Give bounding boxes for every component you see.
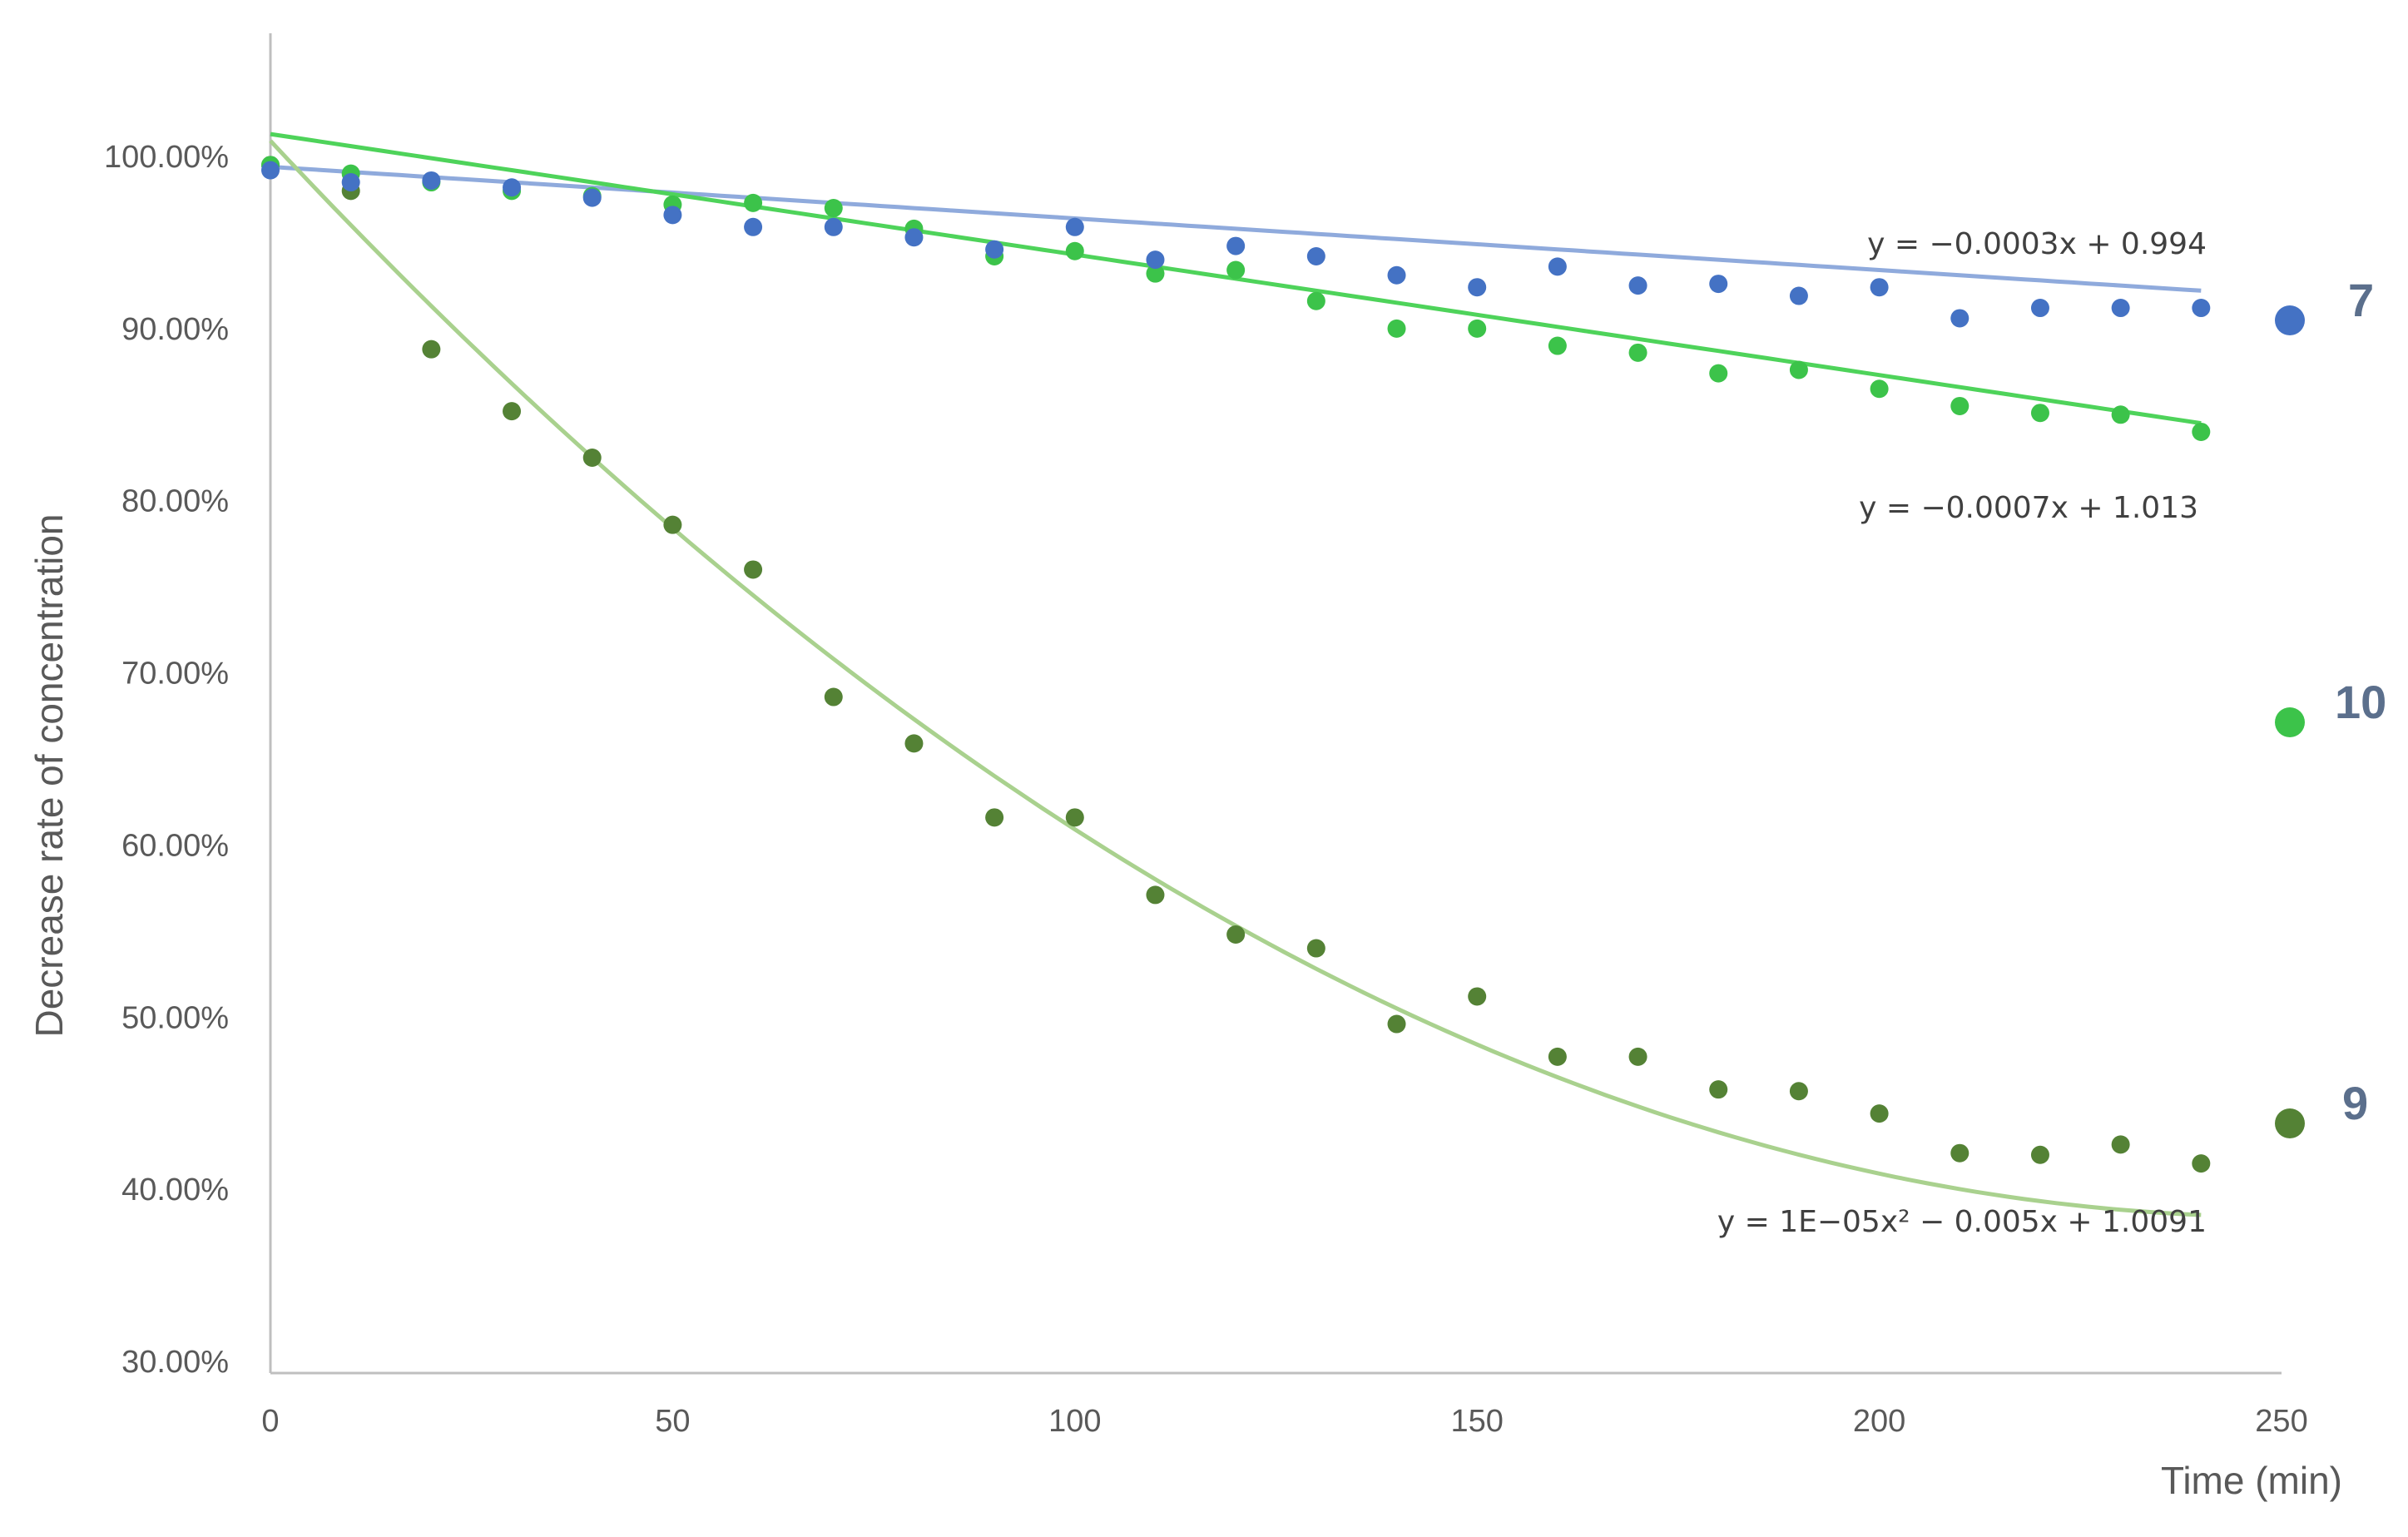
trendline-equations: y = −0.0003x + 0.994 y = −0.0007x + 1.01… [1717,227,2207,1239]
y-tick-label: 70.00% [121,657,229,692]
x-tick-label: 250 [2255,1404,2307,1439]
data-point-series-10 [744,193,763,212]
data-point-series-9 [1709,1080,1728,1099]
y-tick-label: 100.00% [104,140,229,175]
data-point-series-9 [985,808,1004,827]
y-axis-title: Decrease rate of concentration [27,513,71,1037]
data-point-series-9 [1146,885,1165,905]
data-point-series-10 [824,199,843,218]
x-tick-label: 100 [1048,1404,1101,1439]
data-point-series-10 [2111,405,2130,424]
data-point-series-9 [422,340,441,359]
data-point-series-10 [1468,319,1487,338]
data-point-series-10 [1387,319,1406,338]
data-point-series-7 [2030,299,2049,318]
data-point-series-7 [2111,299,2130,318]
data-point-series-9 [663,515,682,534]
y-tick-label: 90.00% [121,312,229,347]
equation-series-10: y = −0.0007x + 1.013 [1859,491,2198,525]
data-point-series-9 [2030,1145,2049,1164]
y-tick-label: 80.00% [121,484,229,519]
data-point-series-9 [1789,1082,1808,1101]
x-tick-label: 0 [261,1404,279,1439]
data-point-series-9 [503,402,522,421]
data-point-series-7 [2192,299,2211,318]
data-point-series-7 [1226,236,1246,255]
data-point-series-7 [341,173,360,192]
data-point-series-10 [1950,396,1970,415]
x-tick-label: 50 [655,1404,690,1439]
data-point-series-9 [2111,1135,2130,1154]
equation-series-7: y = −0.0003x + 0.994 [1867,227,2207,261]
data-point-series-10 [1709,364,1728,383]
data-point-series-9 [1468,987,1487,1006]
data-point-series-7 [1628,276,1647,295]
legend-marker-7 [2275,305,2305,335]
data-point-series-7 [904,228,924,247]
data-point-series-10 [1870,379,1889,399]
data-point-series-7 [1789,286,1808,305]
axes: 30.00% 40.00% 50.00% 60.00% 70.00% 80.00% 90.0… [104,33,2308,1439]
data-point-series-7 [824,217,843,236]
data-point-series-7 [1065,217,1084,236]
x-axis-title: Time (min) [2161,1459,2342,1502]
data-point-series-9 [582,449,602,467]
data-point-series-7 [503,178,522,197]
data-point-series-9 [1226,925,1246,944]
legend-marker-10 [2275,707,2305,737]
data-point-series-10 [1065,241,1084,260]
data-point-series-7 [744,217,763,236]
trendline-series-9 [269,139,2202,1217]
chart-labels: Decrease rate of concentration Time (min… [27,513,2342,1502]
equation-series-9: y = 1E−05x² − 0.005x + 1.0091 [1717,1205,2207,1239]
data-points [261,156,2211,1173]
data-point-series-9 [1628,1047,1647,1066]
data-point-series-10 [1789,360,1808,379]
data-point-series-9 [2192,1154,2211,1173]
data-point-series-9 [1870,1104,1889,1123]
data-point-series-7 [422,171,441,190]
data-point-series-7 [261,161,280,180]
data-point-series-9 [904,734,924,753]
legend-label-7: 7 [2348,274,2374,326]
trendlines [269,131,2202,1217]
data-point-series-10 [1628,343,1647,362]
data-point-series-7 [1548,257,1567,276]
y-tick-label: 50.00% [121,1000,229,1035]
legend: 7 10 9 [2275,274,2386,1138]
data-point-series-10 [1306,291,1325,310]
y-tick-label: 60.00% [121,828,229,863]
data-point-series-7 [1387,265,1406,285]
data-point-series-9 [1065,808,1084,827]
legend-marker-9 [2275,1108,2305,1138]
legend-label-9: 9 [2342,1077,2368,1129]
data-point-series-7 [1468,278,1487,297]
data-point-series-7 [663,206,682,225]
data-point-series-9 [1548,1047,1567,1066]
data-point-series-9 [1950,1143,1970,1163]
data-point-series-9 [1306,939,1325,958]
data-point-series-10 [1548,336,1567,355]
data-point-series-10 [1146,264,1165,283]
data-point-series-10 [1226,260,1246,280]
data-point-series-7 [1306,246,1325,265]
x-tick-label: 200 [1853,1404,1905,1439]
data-point-series-9 [744,560,763,579]
data-point-series-7 [582,188,602,207]
x-tick-label: 150 [1450,1404,1503,1439]
data-point-series-9 [824,687,843,707]
data-point-series-10 [2192,422,2211,441]
legend-label-10: 10 [2335,676,2386,728]
data-point-series-7 [1870,278,1889,297]
data-point-series-7 [1950,309,1970,328]
data-point-series-10 [2030,404,2049,423]
data-point-series-7 [1709,275,1728,294]
data-point-series-9 [1387,1014,1406,1034]
y-tick-label: 40.00% [121,1173,229,1207]
y-tick-label: 30.00% [121,1345,229,1380]
data-point-series-7 [985,240,1004,259]
data-point-series-7 [1146,250,1165,270]
